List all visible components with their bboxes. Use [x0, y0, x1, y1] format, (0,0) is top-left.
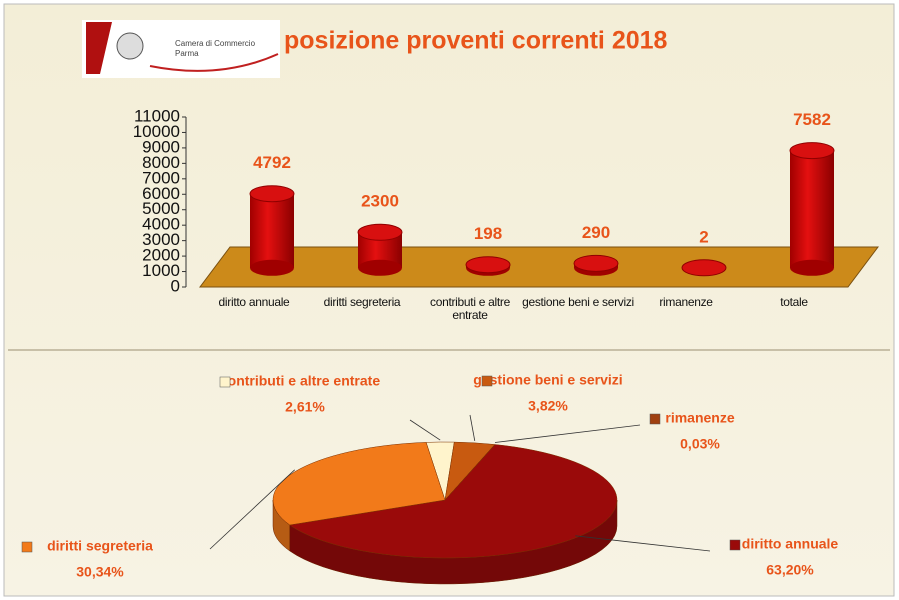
bar — [573, 254, 619, 276]
y-tick-label: 9000 — [142, 137, 180, 156]
bar-bottom — [358, 259, 402, 276]
x-tick-label: contributi e altre entrate — [430, 296, 510, 322]
x-tick-label: gestione beni e servizi — [522, 296, 634, 309]
value-label: 198 — [474, 224, 502, 243]
bar-bottom — [250, 259, 294, 276]
floor — [199, 246, 879, 288]
pie-label: rimanenze — [665, 410, 734, 426]
bar-top — [573, 254, 619, 272]
bar-top — [681, 259, 727, 277]
legend-key — [729, 539, 741, 551]
bar — [681, 259, 727, 277]
y-tick-label: 4000 — [142, 215, 180, 234]
legend-key — [21, 541, 33, 553]
value-label: 2 — [699, 227, 708, 246]
legend-key — [649, 413, 661, 425]
bar-top — [249, 185, 295, 203]
legend-key — [219, 376, 231, 388]
bar — [249, 185, 295, 276]
pie-label: contributi e altre entrate — [220, 373, 380, 389]
value-label: 4792 — [253, 153, 291, 172]
logo-text: Camera di Commercio — [175, 39, 256, 48]
x-tick-label-box: diritto annuale — [218, 296, 290, 309]
bar-body — [250, 193, 294, 268]
pie-label: diritti segreteria — [47, 538, 153, 554]
value-label: 2300 — [361, 192, 399, 211]
y-tick-label: 10000 — [133, 122, 180, 141]
y-tick-label: 1000 — [142, 261, 180, 280]
pie-value-label: 30,34% — [76, 564, 124, 580]
x-tick-label: rimanenze — [659, 296, 713, 309]
logo: Camera di Commercio Parma — [82, 20, 280, 78]
x-tick-label: diritto annuale — [218, 296, 290, 309]
logo-box — [82, 20, 280, 78]
pie-slice — [272, 442, 446, 526]
x-tick-label-box: gestione beni e servizi — [522, 296, 634, 309]
logo-band — [86, 22, 112, 74]
x-tick-label-box: contributi e altre entrate — [430, 296, 510, 322]
y-tick-label: 0 — [171, 276, 180, 295]
bar-top — [789, 142, 835, 160]
bar — [465, 256, 511, 276]
y-tick-label: 7000 — [142, 168, 180, 187]
y-tick-label: 2000 — [142, 246, 180, 265]
y-tick-label: 11000 — [134, 106, 180, 125]
pie-value-label: 0,03% — [680, 436, 720, 452]
logo-swoosh — [149, 53, 279, 72]
pie-slice — [289, 444, 618, 559]
logo-text: Parma — [175, 49, 199, 58]
logo-seal — [116, 32, 144, 60]
pie-value-label: 3,82% — [528, 398, 568, 414]
pie-label: gestione beni e servizi — [473, 372, 622, 388]
leader-line — [494, 424, 641, 443]
legend-key — [481, 375, 493, 387]
bar — [357, 223, 403, 276]
bar-bottom — [790, 259, 834, 276]
leader-line — [469, 414, 476, 441]
chart-title: posizione proventi correnti 2018 — [284, 27, 668, 55]
pie-value-label: 2,61% — [285, 399, 325, 415]
leader-line — [409, 419, 441, 441]
y-tick-label: 3000 — [142, 230, 180, 249]
y-tick-label: 5000 — [142, 199, 180, 218]
leader-line — [209, 469, 295, 550]
x-tick-label-box: diritti segreteria — [323, 296, 401, 309]
y-tick-label: 6000 — [142, 184, 180, 203]
pie-value-label: 63,20% — [766, 562, 814, 578]
x-tick-label-box: totale — [780, 296, 808, 309]
pie-label: diritto annuale — [742, 536, 839, 552]
x-tick-label: diritti segreteria — [323, 296, 401, 309]
value-label: 7582 — [793, 110, 831, 129]
value-label: 290 — [582, 223, 610, 242]
leader-line — [575, 535, 711, 552]
bar-body — [790, 150, 834, 268]
x-tick-label-box: rimanenze — [659, 296, 713, 309]
bar-top — [357, 223, 403, 241]
bar-top — [465, 256, 511, 274]
bar — [789, 142, 835, 276]
y-tick-label: 8000 — [142, 153, 180, 172]
x-tick-label: totale — [780, 296, 808, 309]
